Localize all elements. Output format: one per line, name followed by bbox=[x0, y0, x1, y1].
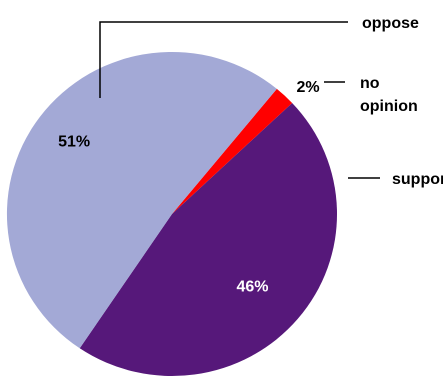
pie-slice-oppose bbox=[6, 51, 277, 349]
value-label-no-opinion: 2% bbox=[296, 79, 319, 96]
value-label-support: 46% bbox=[236, 278, 268, 295]
pie-slices bbox=[6, 51, 338, 377]
pie-category-labels: oppose no opinion support bbox=[360, 15, 443, 188]
category-label-no-opinion-line-2: opinion bbox=[360, 98, 418, 115]
pie-value-labels: 46% 2% 51% bbox=[58, 79, 319, 295]
pie-slice-support bbox=[79, 102, 338, 377]
category-label-no-opinion-line-1: no bbox=[360, 75, 380, 92]
category-label-oppose: oppose bbox=[362, 15, 419, 32]
pie-slice-no-opinion bbox=[172, 88, 293, 214]
pie-leader-lines bbox=[99, 21, 380, 179]
category-label-support: support bbox=[392, 171, 443, 188]
value-label-oppose: 51% bbox=[58, 134, 90, 151]
leader-line-oppose bbox=[99, 21, 348, 98]
